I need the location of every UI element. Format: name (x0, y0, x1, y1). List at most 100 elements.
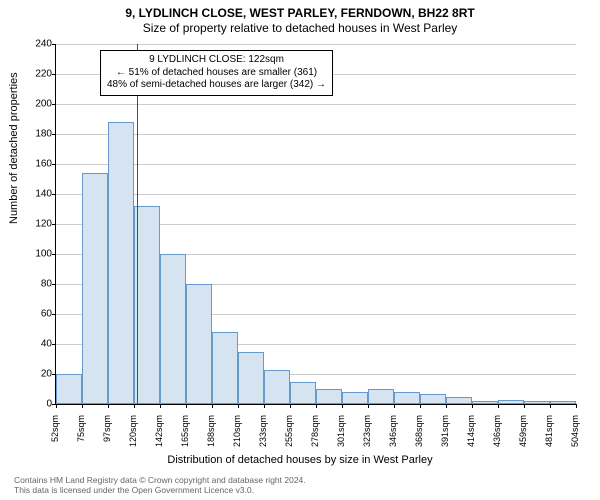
xtick-label: 459sqm (518, 415, 528, 465)
x-axis-label: Distribution of detached houses by size … (0, 454, 600, 466)
ytick-mark (52, 284, 56, 285)
histogram-bar (264, 370, 289, 405)
xtick-mark (212, 404, 213, 408)
histogram-bar (472, 401, 497, 404)
xtick-label: 278sqm (310, 415, 320, 465)
plot-area: 9 LYDLINCH CLOSE: 122sqm ← 51% of detach… (55, 44, 576, 405)
annotation-line3: 48% of semi-detached houses are larger (… (107, 79, 326, 92)
ytick-label: 100 (22, 249, 52, 260)
histogram-bar (56, 374, 82, 404)
y-axis-label: Number of detached properties (8, 72, 20, 224)
histogram-bar (316, 389, 342, 404)
ytick-mark (52, 254, 56, 255)
ytick-label: 80 (22, 279, 52, 290)
xtick-label: 165sqm (180, 415, 190, 465)
xtick-mark (342, 404, 343, 408)
xtick-mark (238, 404, 239, 408)
xtick-label: 504sqm (570, 415, 580, 465)
histogram-bar (82, 173, 107, 404)
xtick-mark (316, 404, 317, 408)
histogram-bar (524, 401, 549, 404)
xtick-label: 346sqm (388, 415, 398, 465)
xtick-label: 323sqm (362, 415, 372, 465)
chart-title-line1: 9, LYDLINCH CLOSE, WEST PARLEY, FERNDOWN… (0, 0, 600, 20)
footer-attribution: Contains HM Land Registry data © Crown c… (14, 476, 306, 496)
histogram-bar (420, 394, 446, 405)
histogram-bar (446, 397, 472, 405)
histogram-bar (550, 401, 576, 404)
histogram-bar (186, 284, 212, 404)
histogram-bar (134, 206, 159, 404)
xtick-label: 142sqm (154, 415, 164, 465)
ytick-mark (52, 104, 56, 105)
ytick-label: 20 (22, 369, 52, 380)
ytick-label: 180 (22, 129, 52, 140)
ytick-label: 0 (22, 399, 52, 410)
xtick-label: 414sqm (466, 415, 476, 465)
histogram-bar (160, 254, 186, 404)
ytick-label: 40 (22, 339, 52, 350)
ytick-label: 120 (22, 219, 52, 230)
xtick-mark (160, 404, 161, 408)
ytick-mark (52, 344, 56, 345)
ytick-label: 140 (22, 189, 52, 200)
annotation-line2: ← 51% of detached houses are smaller (36… (107, 67, 326, 80)
xtick-mark (56, 404, 57, 408)
ytick-mark (52, 164, 56, 165)
xtick-label: 97sqm (102, 415, 112, 465)
xtick-label: 436sqm (492, 415, 502, 465)
xtick-mark (368, 404, 369, 408)
histogram-bar (290, 382, 316, 405)
ytick-mark (52, 224, 56, 225)
xtick-mark (394, 404, 395, 408)
histogram-bar (368, 389, 394, 404)
footer-line2: This data is licensed under the Open Gov… (14, 486, 306, 496)
xtick-label: 481sqm (544, 415, 554, 465)
ytick-mark (52, 314, 56, 315)
ytick-label: 160 (22, 159, 52, 170)
xtick-label: 391sqm (440, 415, 450, 465)
gridline (56, 104, 576, 105)
xtick-mark (186, 404, 187, 408)
xtick-label: 120sqm (128, 415, 138, 465)
xtick-label: 188sqm (206, 415, 216, 465)
chart-title-line2: Size of property relative to detached ho… (0, 20, 600, 35)
xtick-mark (264, 404, 265, 408)
ytick-mark (52, 74, 56, 75)
annotation-line1: 9 LYDLINCH CLOSE: 122sqm (107, 54, 326, 67)
ytick-label: 220 (22, 69, 52, 80)
histogram-bar (342, 392, 367, 404)
xtick-mark (134, 404, 135, 408)
histogram-bar (108, 122, 134, 404)
reference-line (137, 44, 138, 404)
xtick-mark (524, 404, 525, 408)
xtick-mark (576, 404, 577, 408)
xtick-mark (446, 404, 447, 408)
xtick-label: 233sqm (258, 415, 268, 465)
ytick-mark (52, 44, 56, 45)
histogram-bar (394, 392, 419, 404)
gridline (56, 44, 576, 45)
xtick-mark (290, 404, 291, 408)
histogram-bar (212, 332, 237, 404)
xtick-mark (550, 404, 551, 408)
xtick-label: 255sqm (284, 415, 294, 465)
xtick-mark (82, 404, 83, 408)
annotation-box: 9 LYDLINCH CLOSE: 122sqm ← 51% of detach… (100, 50, 333, 96)
xtick-mark (108, 404, 109, 408)
histogram-bar (498, 400, 524, 405)
ytick-mark (52, 134, 56, 135)
xtick-label: 368sqm (414, 415, 424, 465)
xtick-mark (472, 404, 473, 408)
chart-container: 9, LYDLINCH CLOSE, WEST PARLEY, FERNDOWN… (0, 0, 600, 500)
xtick-label: 52sqm (50, 415, 60, 465)
histogram-bar (238, 352, 264, 405)
ytick-mark (52, 194, 56, 195)
ytick-label: 200 (22, 99, 52, 110)
xtick-mark (420, 404, 421, 408)
xtick-label: 75sqm (76, 415, 86, 465)
ytick-label: 60 (22, 309, 52, 320)
xtick-label: 301sqm (336, 415, 346, 465)
xtick-mark (498, 404, 499, 408)
xtick-label: 210sqm (232, 415, 242, 465)
